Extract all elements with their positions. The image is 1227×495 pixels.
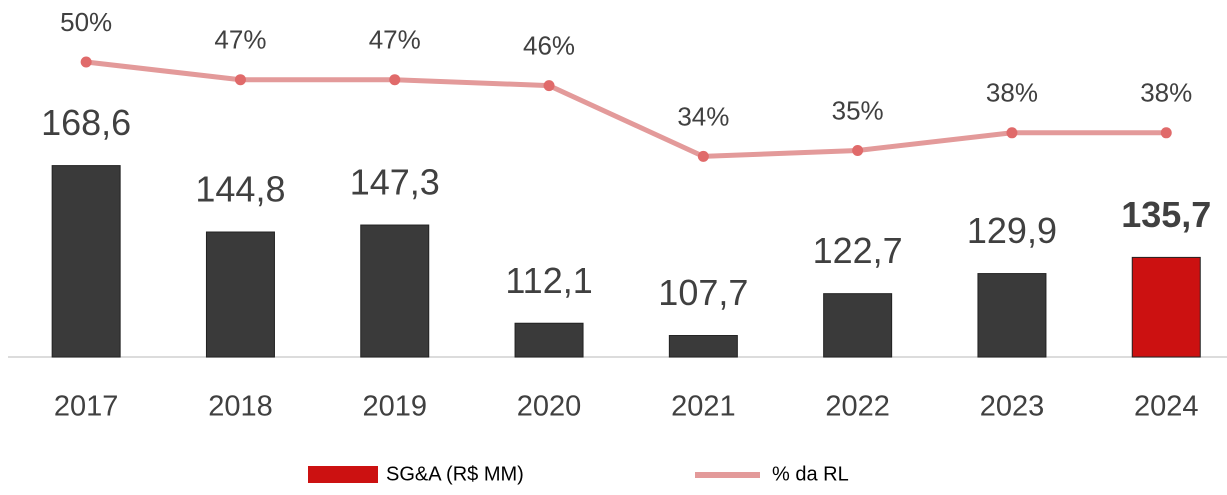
line-value-label: 38%	[1140, 78, 1192, 108]
x-tick-label: 2019	[362, 391, 427, 423]
legend-swatch	[308, 466, 378, 483]
bar	[823, 293, 893, 358]
bar-value-label: 129,9	[967, 210, 1057, 251]
bar-value-label: 122,7	[813, 230, 903, 271]
bar-value-label: 147,3	[350, 162, 440, 203]
line-point	[80, 56, 92, 68]
line-value-label: 38%	[986, 78, 1038, 108]
x-tick-label: 2017	[54, 391, 119, 423]
bar	[514, 322, 584, 358]
line-value-label: 35%	[832, 95, 884, 125]
bar	[977, 273, 1047, 358]
x-tick-label: 2024	[1134, 391, 1199, 423]
bar	[205, 231, 275, 358]
bar-value-label: 112,1	[505, 260, 592, 301]
line-point	[543, 80, 555, 92]
line-value-label: 34%	[677, 101, 729, 131]
bar	[360, 224, 430, 358]
bar-value-label: 144,8	[195, 169, 285, 210]
bar	[51, 165, 121, 358]
legend-label: % da RL	[772, 463, 849, 485]
line	[85, 59, 1167, 159]
bar	[668, 335, 738, 358]
line-point	[234, 74, 246, 86]
line-point	[389, 74, 401, 86]
line-value-label: 47%	[369, 25, 421, 55]
line-point	[1006, 127, 1018, 139]
x-tick-label: 2023	[980, 391, 1045, 423]
x-tick-label: 2020	[517, 391, 582, 423]
x-tick-label: 2018	[208, 391, 273, 423]
line-value-label: 46%	[523, 30, 575, 60]
line-point	[1160, 127, 1172, 139]
bar	[1131, 256, 1201, 358]
line-value-label: 50%	[60, 7, 112, 37]
legend-label: SG&A (R$ MM)	[386, 463, 524, 485]
line-point	[852, 145, 864, 156]
line-value-label: 47%	[214, 25, 266, 55]
bar-value-label: 135,7	[1121, 194, 1211, 235]
x-tick-label: 2021	[671, 391, 736, 423]
bar-value-label: 168,6	[41, 102, 131, 143]
bar-value-label: 107,7	[658, 272, 748, 313]
line-point	[697, 150, 709, 162]
x-tick-label: 2022	[825, 391, 890, 423]
